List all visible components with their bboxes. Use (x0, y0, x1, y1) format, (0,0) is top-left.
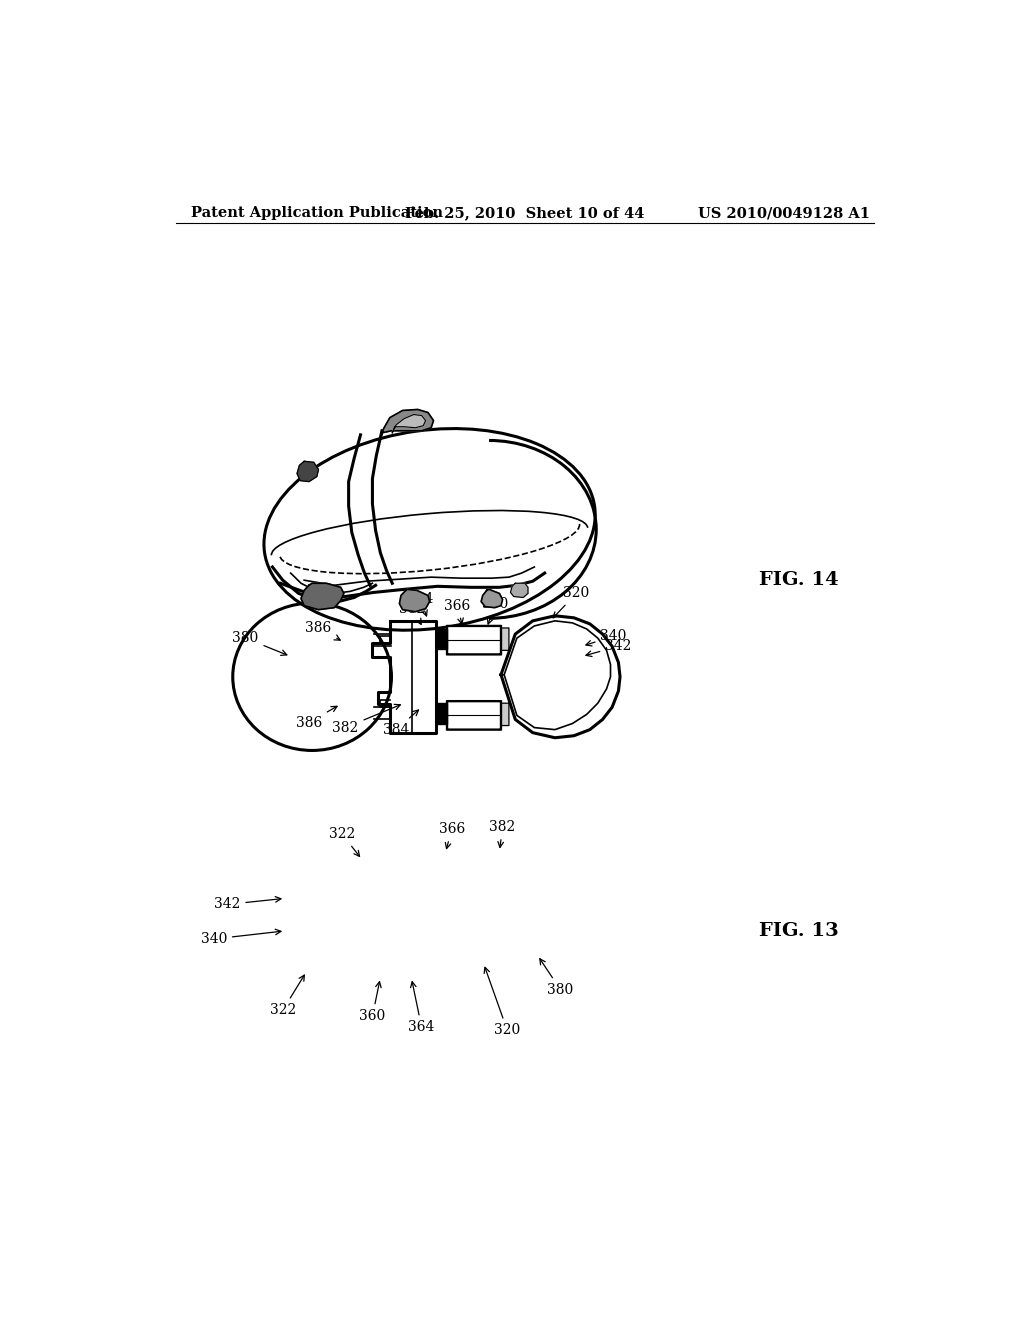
Text: 382: 382 (399, 602, 425, 624)
Text: 366: 366 (444, 598, 470, 624)
Text: US 2010/0049128 A1: US 2010/0049128 A1 (698, 206, 870, 220)
Text: 386: 386 (305, 620, 340, 640)
Text: 342: 342 (214, 896, 281, 911)
Text: Feb. 25, 2010  Sheet 10 of 44: Feb. 25, 2010 Sheet 10 of 44 (406, 206, 644, 220)
Polygon shape (481, 589, 503, 607)
Polygon shape (380, 409, 433, 440)
Polygon shape (392, 414, 426, 433)
Text: 364: 364 (409, 982, 435, 1035)
Text: FIG. 13: FIG. 13 (759, 921, 839, 940)
Text: 322: 322 (329, 828, 359, 857)
Text: 340: 340 (201, 929, 281, 946)
Text: 320: 320 (484, 968, 520, 1038)
Polygon shape (297, 461, 318, 482)
Text: 364: 364 (470, 708, 497, 733)
Text: 382: 382 (333, 705, 400, 735)
Bar (436, 704, 447, 723)
Text: 360: 360 (482, 597, 509, 624)
FancyBboxPatch shape (447, 626, 501, 655)
Text: 382: 382 (489, 820, 516, 847)
Text: 322: 322 (269, 975, 304, 1018)
Text: FIG. 14: FIG. 14 (759, 572, 839, 589)
Text: 320: 320 (553, 586, 590, 618)
Text: 342: 342 (586, 639, 632, 656)
Text: 384: 384 (407, 591, 433, 616)
Text: 366: 366 (438, 822, 465, 849)
Text: 380: 380 (232, 631, 287, 655)
Text: 384: 384 (383, 710, 419, 737)
FancyBboxPatch shape (500, 704, 509, 726)
Polygon shape (511, 583, 528, 598)
Bar (436, 630, 447, 649)
FancyBboxPatch shape (500, 628, 509, 651)
Polygon shape (399, 589, 430, 611)
Polygon shape (301, 583, 344, 610)
Text: 386: 386 (296, 706, 337, 730)
FancyBboxPatch shape (447, 701, 501, 730)
Text: 340: 340 (586, 630, 627, 645)
Text: 360: 360 (359, 982, 386, 1023)
Text: Patent Application Publication: Patent Application Publication (191, 206, 443, 220)
Text: 380: 380 (540, 958, 573, 997)
